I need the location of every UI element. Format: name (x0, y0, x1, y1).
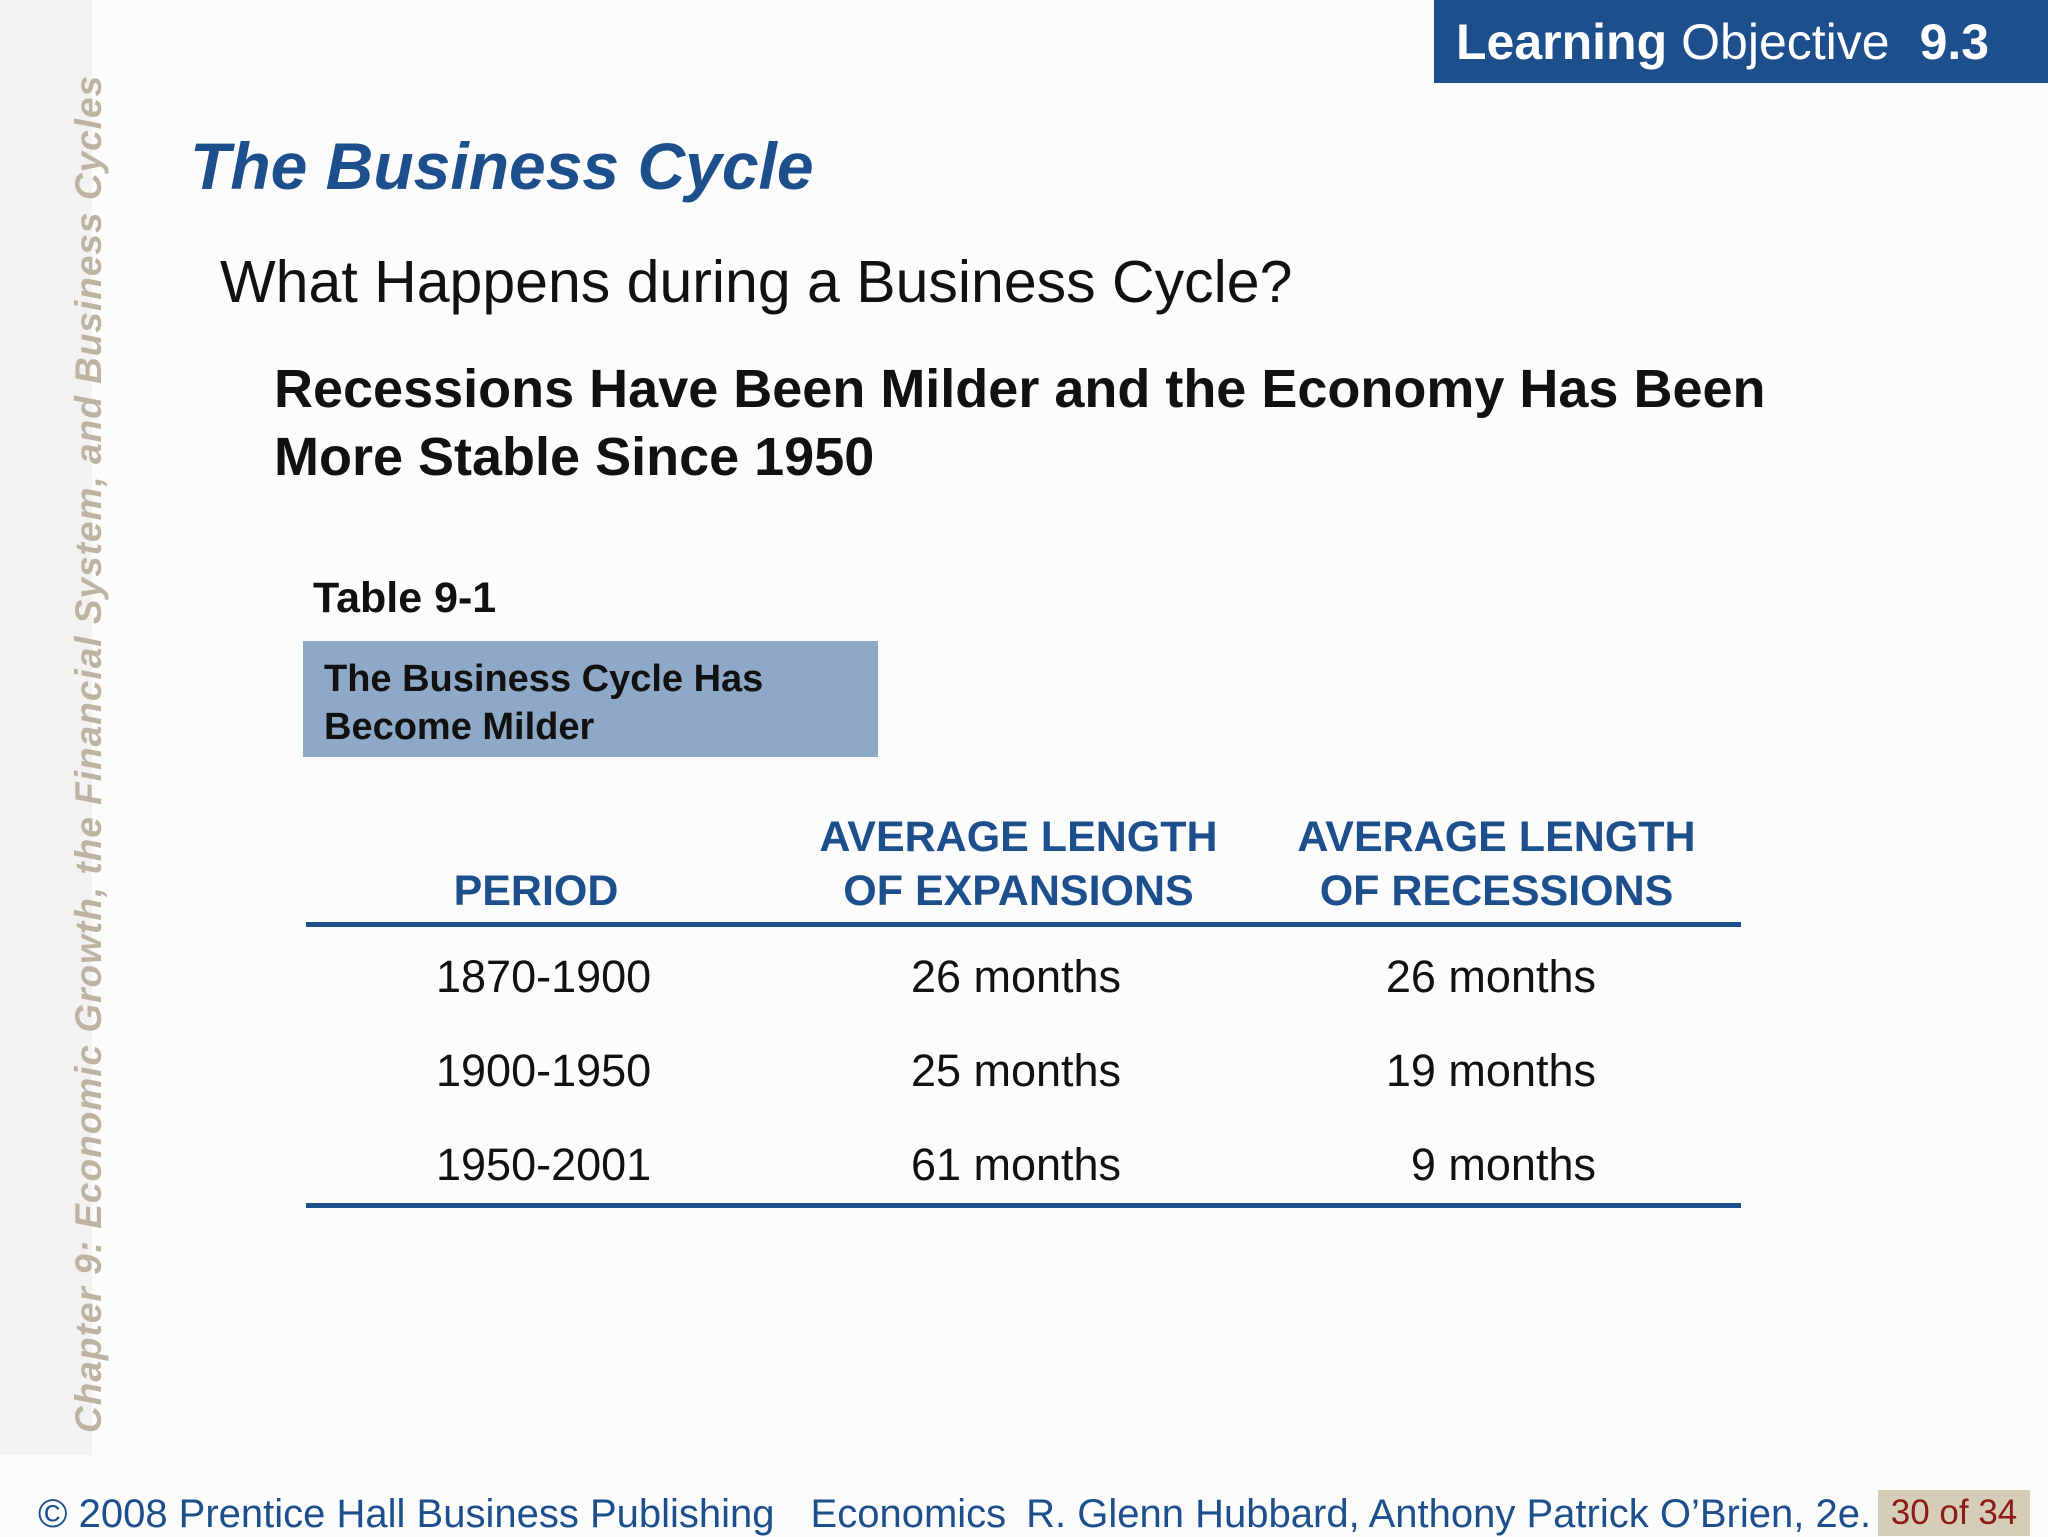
table-cell-recession: 19 months (1385, 1045, 1596, 1096)
footer-authors: R. Glenn Hubbard, Anthony Patrick O’Brie… (1026, 1492, 1872, 1536)
column-header-expansions-line-2: OF EXPANSIONS (843, 867, 1194, 915)
column-header-expansions-line-1: AVERAGE LENGTH (819, 813, 1218, 861)
table-caption: The Business Cycle Has Become Milder (303, 641, 878, 757)
learning-objective-badge: Learning Objective 9.3 (1434, 0, 2048, 83)
column-header-period-line-2: PERIOD (453, 867, 619, 915)
learning-objective-label: Learning (1456, 13, 1668, 70)
table-cell-expansion: 61 months (910, 1139, 1122, 1190)
column-header-period: PERIOD (386, 810, 686, 918)
footer: © 2008 Prentice Hall Business Publishing… (0, 1490, 2048, 1536)
footer-course: Economics (810, 1492, 1007, 1536)
table-caption-line-2: Become Milder (324, 706, 595, 748)
column-header-recessions-line-1: AVERAGE LENGTH (1297, 813, 1696, 861)
table-bottom-rule (306, 1203, 1741, 1208)
table-cell-recession: 9 months (1410, 1139, 1596, 1190)
chapter-side-label: Chapter 9: Economic Growth, the Financia… (68, 74, 109, 1433)
section-heading: Recessions Have Been Milder and the Econ… (274, 355, 1894, 491)
table-cell-recession: 26 months (1385, 951, 1596, 1002)
learning-objective-number: 9.3 (1919, 13, 1990, 70)
page-number: 30 of 34 (1878, 1490, 2030, 1536)
slide-subtitle: What Happens during a Business Cycle? (220, 249, 1293, 315)
objective-label: Objective (1681, 13, 1890, 70)
table-cell-period: 1900-1950 (436, 1045, 652, 1096)
table-cell-period: 1870-1900 (436, 951, 652, 1002)
table-caption-line-1: The Business Cycle Has (324, 658, 764, 700)
table-cell-expansion: 26 months (910, 951, 1122, 1002)
table-cell-period: 1950-2001 (436, 1139, 652, 1190)
footer-copyright: © 2008 Prentice Hall Business Publishing (38, 1492, 775, 1536)
column-header-recessions-line-2: OF RECESSIONS (1319, 867, 1674, 915)
slide-title: The Business Cycle (190, 129, 814, 203)
section-heading-line-1: Recessions Have Been Milder and the Econ… (274, 359, 1766, 419)
column-header-period-line-1 (386, 810, 686, 864)
table-label: Table 9-1 (313, 574, 497, 622)
business-cycle-table: PERIOD AVERAGE LENGTH OF EXPANSIONS AVER… (306, 810, 1741, 1210)
section-heading-line-2: More Stable Since 1950 (274, 427, 875, 487)
side-strip (0, 0, 92, 1455)
table-top-rule (306, 922, 1741, 927)
table-cell-expansion: 25 months (910, 1045, 1122, 1096)
column-header-expansions: AVERAGE LENGTH OF EXPANSIONS (796, 810, 1241, 918)
footer-credits: © 2008 Prentice Hall Business Publishing… (38, 1492, 1871, 1537)
column-header-recessions: AVERAGE LENGTH OF RECESSIONS (1274, 810, 1719, 918)
